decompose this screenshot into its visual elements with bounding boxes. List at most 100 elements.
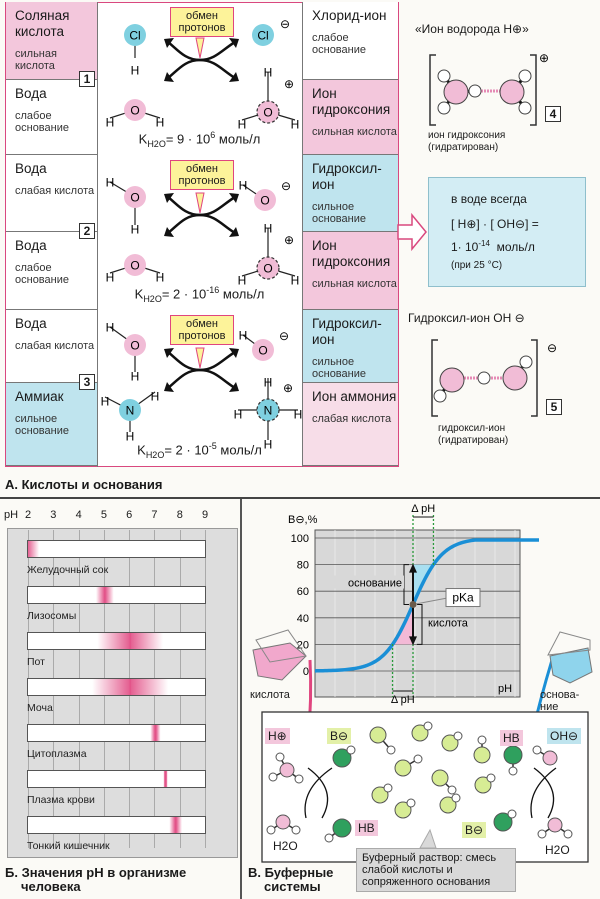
oh-minus-tag: OH⊖ (547, 728, 582, 744)
acid-bracket-label: кислота (428, 617, 469, 629)
oxygen-atom-icon (499, 79, 525, 105)
constant-part: моль/л (215, 131, 261, 147)
molecule-icon (369, 726, 387, 744)
species-cell-right-bottom: Ион гидроксония сильная кислота (303, 80, 398, 155)
reaction-arrow-icon (307, 767, 329, 819)
reaction-arrow-icon (304, 767, 333, 819)
proton-exchange-callout: обмен протонов (170, 315, 234, 345)
hb-tag: HB (355, 820, 378, 836)
constant-part: K (134, 286, 144, 302)
negative-charge-icon (406, 798, 416, 808)
hydrogen-atom-icon (468, 84, 482, 98)
molecule-icon (371, 786, 389, 804)
atom-symbol: H (239, 329, 248, 343)
proton-exchange-arrows-icon (164, 192, 239, 237)
constant-part: = 9 · 10 (165, 131, 211, 147)
divider (302, 2, 303, 467)
atom-symbol: N (264, 404, 273, 418)
hydrogen-atom-icon (477, 371, 491, 385)
hydronium-caption: ион гидроксония (гидратирован) (428, 130, 505, 154)
atom-symbol: H (238, 118, 247, 132)
divider (97, 2, 98, 467)
value-base: 1· 10 (451, 240, 479, 254)
species-role: сильная кислота (312, 278, 397, 290)
atom-o-icon (124, 186, 146, 208)
species-cell-right-top: Хлорид-ион слабое основание (303, 2, 398, 80)
proton-exchange-callout: обмен протонов (170, 7, 234, 37)
atom-o-icon (256, 256, 280, 280)
hydrogen-atom-icon (437, 69, 451, 83)
negative-charge-icon: ⊖ (547, 341, 557, 355)
ph-range-bar (27, 678, 206, 696)
molecule-icon (473, 746, 491, 764)
hydrogen-atom-icon (437, 101, 451, 115)
ph-tick-label: 2 (25, 509, 32, 521)
constant-part: = 2 · 10 (161, 286, 207, 302)
constant-part: K (138, 131, 148, 147)
atom-symbol: H (156, 116, 165, 130)
atom-symbol: H (264, 222, 273, 236)
atom-symbol: O (130, 104, 139, 118)
atom-symbol: H (234, 408, 243, 422)
arrow-down-icon (409, 636, 417, 646)
acid-beaker-icon (252, 642, 307, 681)
caption-line: (гидратирован) (428, 142, 499, 153)
constant-part: H2O (145, 449, 165, 460)
atom-o-icon (124, 99, 146, 121)
atom-symbol: O (258, 344, 267, 358)
constant-part: моль/л (216, 442, 262, 458)
equilibrium-constant: KH2O= 2 · 10-5 моль/л (97, 441, 302, 460)
atom-o-icon (254, 189, 276, 211)
figure-number-1: 1 (79, 71, 95, 87)
section-a-title: А. Кислоты и основания (5, 477, 163, 492)
molecule-icon (503, 745, 523, 765)
hydrogen-atom-icon (266, 825, 276, 835)
atom-symbol: O (130, 339, 139, 353)
hydrogen-atom-icon (413, 754, 423, 764)
species-name: Вода (15, 316, 47, 331)
species-role: слабая кислота (15, 185, 95, 197)
species-cell-right-top: Гидроксил-ион сильное основание (303, 155, 398, 232)
species-cell-left-top: Соляная кислота сильная кислота (6, 2, 97, 80)
atom-symbol: H (126, 430, 135, 444)
species-cell-left-bottom: Аммиак сильное основание (6, 383, 97, 466)
species-name: Соляная кислота (15, 8, 70, 39)
ph-row-label: Лизосомы (27, 610, 77, 622)
species-name: Вода (15, 238, 47, 253)
acid-bracket (417, 604, 423, 645)
constant-part: 6 (210, 130, 216, 140)
positive-charge-icon: ⊕ (284, 77, 294, 91)
negative-charge-icon: ⊖ (281, 179, 291, 193)
atom-symbol: H (131, 64, 140, 78)
acid-shaded-area (392, 604, 413, 645)
ion-product-value: 1· 10-14 моль/л (451, 239, 585, 254)
constant-part: = 2 · 10 (164, 442, 209, 458)
figure-number-5: 5 (546, 399, 562, 415)
negative-charge-icon (486, 773, 496, 783)
atom-n-icon (256, 398, 280, 422)
species-cell-left-top: Вода слабая кислота (6, 310, 97, 383)
hydrogen-atom-icon (532, 745, 542, 755)
base-pour-label: основа-ние (540, 689, 580, 713)
species-role: слабое основание (15, 262, 69, 286)
positive-charge-icon: ⊕ (539, 51, 549, 65)
delta-ph-label: Δ pH (391, 694, 415, 706)
atom-symbol: H (238, 274, 247, 288)
y-tick-label: 20 (297, 639, 309, 651)
b-minus-tag: B⊖ (327, 728, 352, 744)
caption-line: ион гидроксония (428, 130, 506, 141)
species-role: сильная кислота (312, 126, 397, 138)
buffer-note: Буферный раствор: смесь слабой кислоты и… (356, 848, 516, 892)
ph-tick-label: 4 (75, 509, 82, 521)
constant-part: -16 (206, 285, 220, 295)
species-cell-left-bottom: Вода слабое основание (6, 80, 97, 155)
negative-charge-icon (383, 783, 393, 793)
arrow-up-icon (409, 563, 417, 573)
ph-range-bar (27, 724, 206, 742)
y-tick-label: 0 (303, 666, 309, 678)
species-name: Вода (15, 161, 47, 176)
y-tick-label: 80 (297, 560, 309, 572)
ph-range-bar (27, 632, 206, 650)
atom-symbol: H (294, 408, 303, 422)
atom-symbol: H (156, 271, 165, 285)
